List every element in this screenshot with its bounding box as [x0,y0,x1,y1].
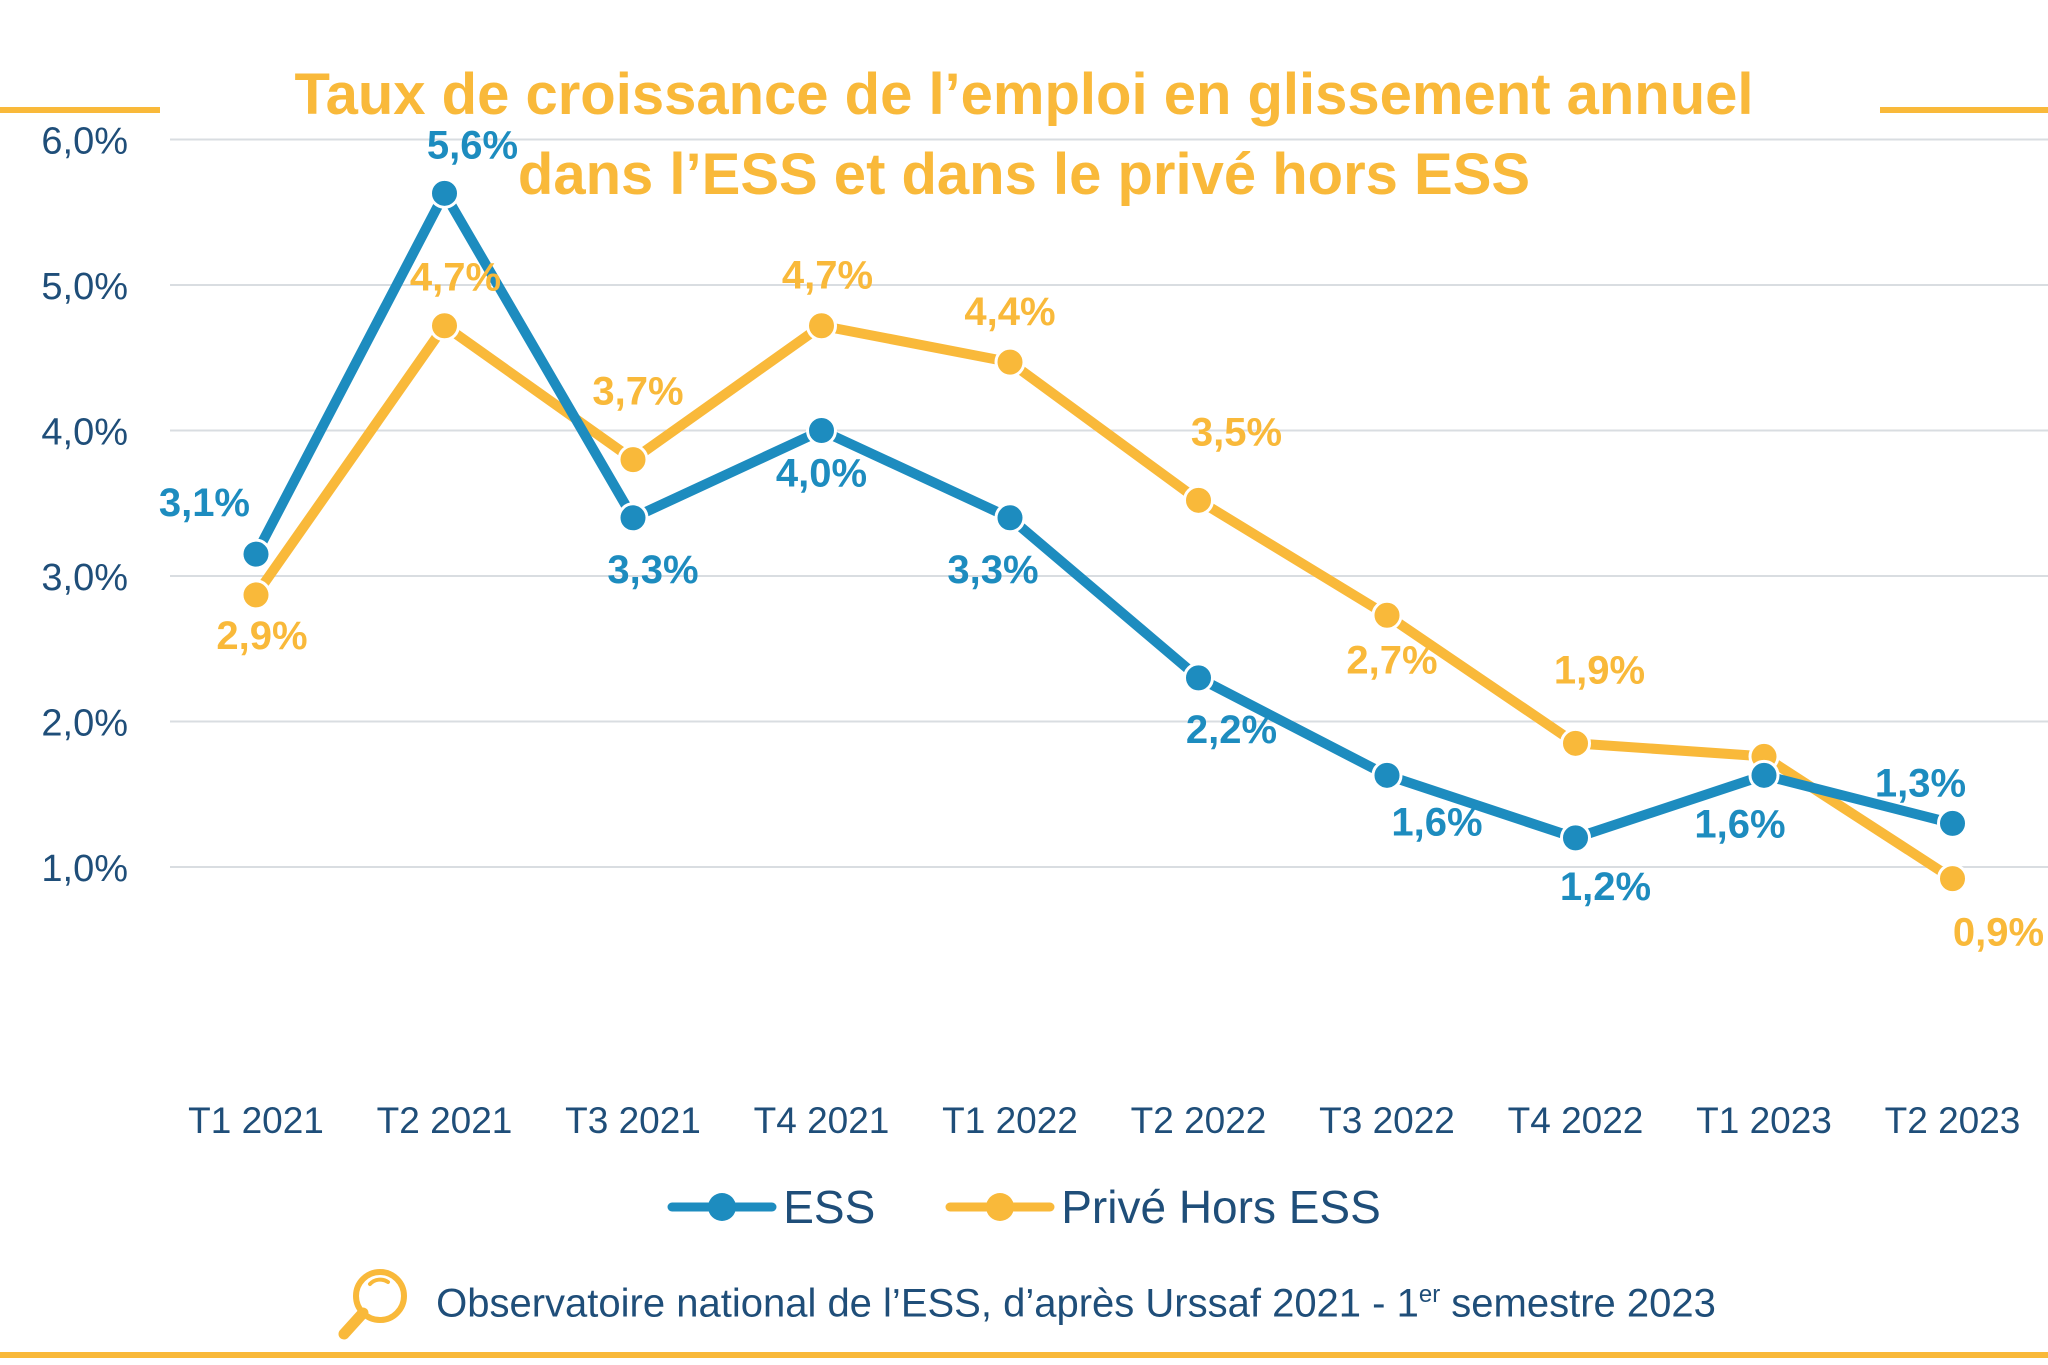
chart-title-line-2: dans l’ESS et dans le privé hors ESS [517,142,1531,207]
data-label-ess: 3,3% [607,548,698,592]
legend-swatch-ess [667,1193,777,1221]
data-label-prive: 2,7% [1346,638,1437,682]
y-tick-label: 6,0% [41,121,128,163]
data-label-prive: 4,7% [782,254,873,298]
x-tick-label: T3 2021 [565,1100,701,1141]
y-axis-ticks: 1,0% 2,0% 3,0% 4,0% 5,0% 6,0% [41,121,128,891]
data-point-prive [806,310,837,342]
data-label-prive: 2,9% [216,614,307,658]
data-label-ess: 1,3% [1875,761,1966,805]
data-label-ess: 3,1% [159,481,250,525]
data-point-ess [240,538,272,570]
x-tick-label: T1 2023 [1696,1100,1832,1141]
magnifier-icon [338,1269,408,1340]
data-point-ess [1371,759,1403,791]
x-tick-label: T2 2022 [1131,1100,1267,1141]
data-label-prive: 3,7% [592,370,683,414]
series-line-ess [251,188,1958,843]
data-point-prive [994,346,1026,378]
data-label-ess: 5,6% [427,123,518,167]
legend-item-ess[interactable]: ESS [667,1180,875,1234]
series-layer [240,177,1968,895]
legend-label-prive: Privé Hors ESS [1061,1181,1381,1233]
source-note: Observatoire national de l’ESS, d’après … [0,1262,2048,1346]
data-point-ess [1748,759,1780,791]
data-label-prive: 4,4% [964,290,1055,334]
x-tick-label: T2 2023 [1885,1100,2021,1141]
data-point-prive [1183,484,1214,516]
x-tick-label: T1 2021 [188,1100,324,1141]
data-label-layer: 3,1% 5,6% 3,3% 4,0% 3,3% 2,2% 1,6% 1,2% 1,6% 1,3%… [159,123,2044,954]
title-right-rule [1880,107,2048,113]
data-label-ess: 4,0% [776,452,867,496]
data-label-ess: 3,3% [947,548,1038,592]
data-label-prive: 4,7% [410,256,501,300]
data-label-ess: 1,6% [1694,802,1785,846]
legend-label-ess: ESS [783,1181,876,1233]
y-tick-label: 1,0% [41,848,128,890]
data-point-ess [617,502,649,534]
x-axis-ticks: T1 2021 T2 2021 T3 2021 T4 2021 T1 2022 T2 20… [188,1100,2020,1141]
series-line-prive [251,320,1958,884]
data-point-prive [429,310,460,342]
y-tick-label: 2,0% [41,703,128,745]
x-tick-label: T1 2022 [942,1100,1078,1141]
data-label-prive: 3,5% [1191,410,1282,454]
x-tick-label: T2 2021 [377,1100,513,1141]
data-label-prive: 0,9% [1953,911,2044,955]
data-point-prive [1560,727,1591,759]
data-point-ess [1183,662,1214,694]
data-label-prive: 1,9% [1554,648,1645,692]
legend-swatch-prive [945,1193,1055,1221]
y-tick-label: 4,0% [41,412,128,454]
x-tick-label: T3 2022 [1319,1100,1455,1141]
x-tick-label: T4 2022 [1508,1100,1644,1141]
legend-item-prive[interactable]: Privé Hors ESS [945,1180,1381,1234]
source-text-main: Observatoire national de l’ESS, d’après … [436,1281,1419,1326]
source-text: Observatoire national de l’ESS, d’après … [436,1281,1716,1326]
data-point-ess [1937,807,1968,839]
chart-title-line-1: Taux de croissance de l’emploi en glisse… [294,62,1754,127]
data-point-ess [806,415,837,446]
data-point-prive [1937,863,1968,895]
source-superscript: er [1418,1281,1441,1309]
legend: ESS Privé Hors ESS [0,1180,2048,1234]
y-tick-label: 5,0% [41,266,128,308]
title-left-rule [0,107,160,113]
source-text-end: semestre 2023 [1440,1281,1716,1326]
line-chart: 1,0%2,0%3,0%4,0%5,0%6,0% T1 2021 T2 2021 T… [41,121,2048,1141]
data-point-prive [240,579,272,611]
bottom-rule [0,1352,2048,1358]
data-point-ess [429,177,460,209]
data-label-ess: 1,6% [1391,800,1482,844]
chart-title: Taux de croissance de l’emploi en glisse… [0,55,2048,215]
data-label-ess: 2,2% [1186,708,1277,752]
data-point-ess [1560,822,1591,854]
data-label-ess: 1,2% [1560,865,1651,909]
data-point-prive [1371,599,1403,631]
y-tick-label: 3,0% [41,557,128,599]
data-point-ess [994,502,1026,534]
data-point-prive [617,444,649,476]
x-tick-label: T4 2021 [754,1100,890,1141]
